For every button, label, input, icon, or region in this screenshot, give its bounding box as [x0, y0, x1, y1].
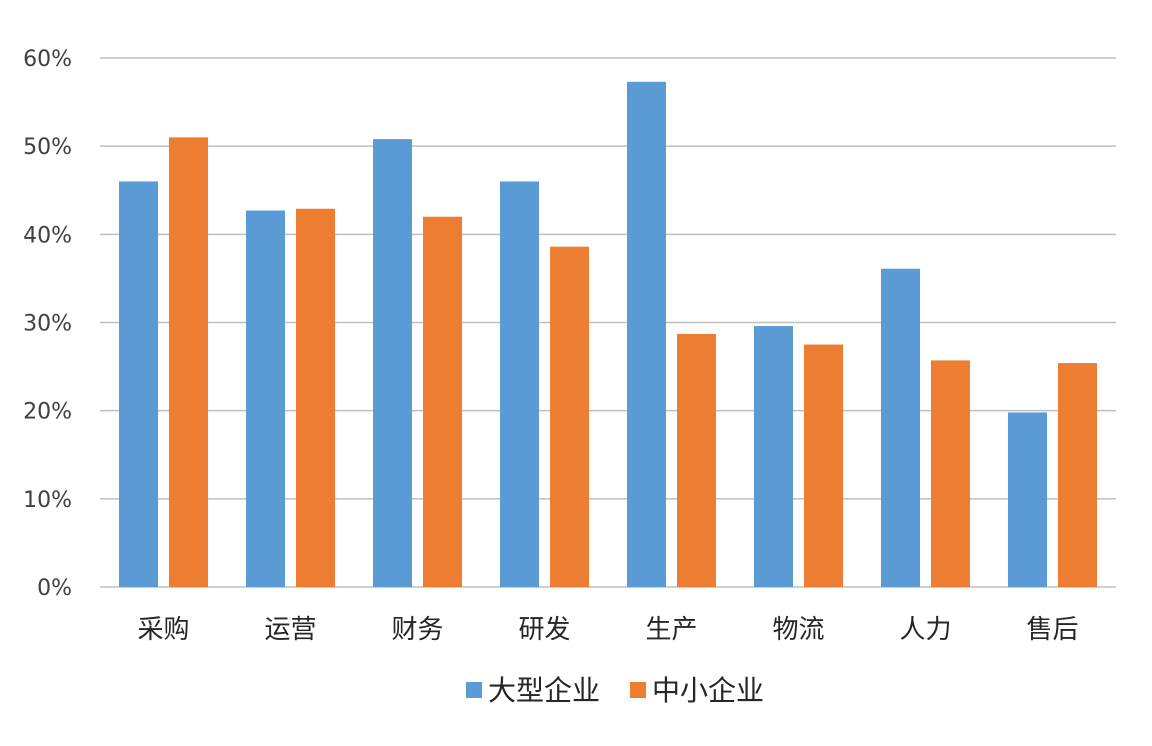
- bar-large-5: [754, 326, 793, 587]
- bar-sme-6: [931, 360, 970, 587]
- legend-swatch: [466, 682, 482, 698]
- y-tick-label: 30%: [23, 312, 72, 337]
- x-axis-tick-labels: 采购 运营 财务 研发 生产 物流 人力 售后: [137, 615, 1078, 645]
- x-tick-label: 售后: [1026, 615, 1078, 645]
- x-tick-label: 运营: [264, 615, 316, 645]
- x-tick-label: 生产: [645, 615, 697, 645]
- y-tick-label: 50%: [23, 135, 72, 160]
- bar-sme-3: [550, 246, 589, 587]
- bar-sme-0: [169, 137, 208, 587]
- x-tick-label: 物流: [772, 615, 824, 645]
- bars: [119, 81, 1097, 588]
- x-tick-label: 采购: [137, 615, 189, 645]
- y-tick-label: 60%: [23, 47, 72, 72]
- legend-item-large: 大型企业: [466, 674, 600, 707]
- legend-label: 大型企业: [488, 674, 600, 707]
- bar-large-3: [500, 181, 539, 587]
- x-tick-label: 人力: [899, 615, 951, 645]
- x-tick-label: 财务: [391, 615, 443, 645]
- y-tick-label: 10%: [23, 488, 72, 513]
- bar-sme-5: [804, 344, 843, 587]
- x-tick-label: 研发: [518, 615, 570, 645]
- bar-large-2: [373, 139, 412, 587]
- bar-sme-1: [296, 208, 335, 587]
- legend-swatch: [630, 682, 646, 698]
- bar-large-6: [881, 268, 920, 587]
- bar-large-1: [246, 210, 285, 588]
- bar-sme-7: [1058, 363, 1097, 587]
- bar-large-0: [119, 181, 158, 587]
- bar-sme-4: [677, 333, 716, 587]
- y-axis-tick-labels: 0% 10% 20% 30% 40% 50% 60%: [23, 47, 72, 601]
- y-tick-label: 40%: [23, 223, 72, 248]
- y-tick-label: 20%: [23, 400, 72, 425]
- bar-large-7: [1008, 412, 1047, 587]
- bar-sme-2: [423, 216, 462, 587]
- bar-large-4: [627, 81, 666, 588]
- y-tick-label: 0%: [37, 576, 72, 601]
- legend-label: 中小企业: [652, 674, 764, 707]
- legend: 大型企业 中小企业: [466, 674, 764, 707]
- legend-item-sme: 中小企业: [630, 674, 764, 707]
